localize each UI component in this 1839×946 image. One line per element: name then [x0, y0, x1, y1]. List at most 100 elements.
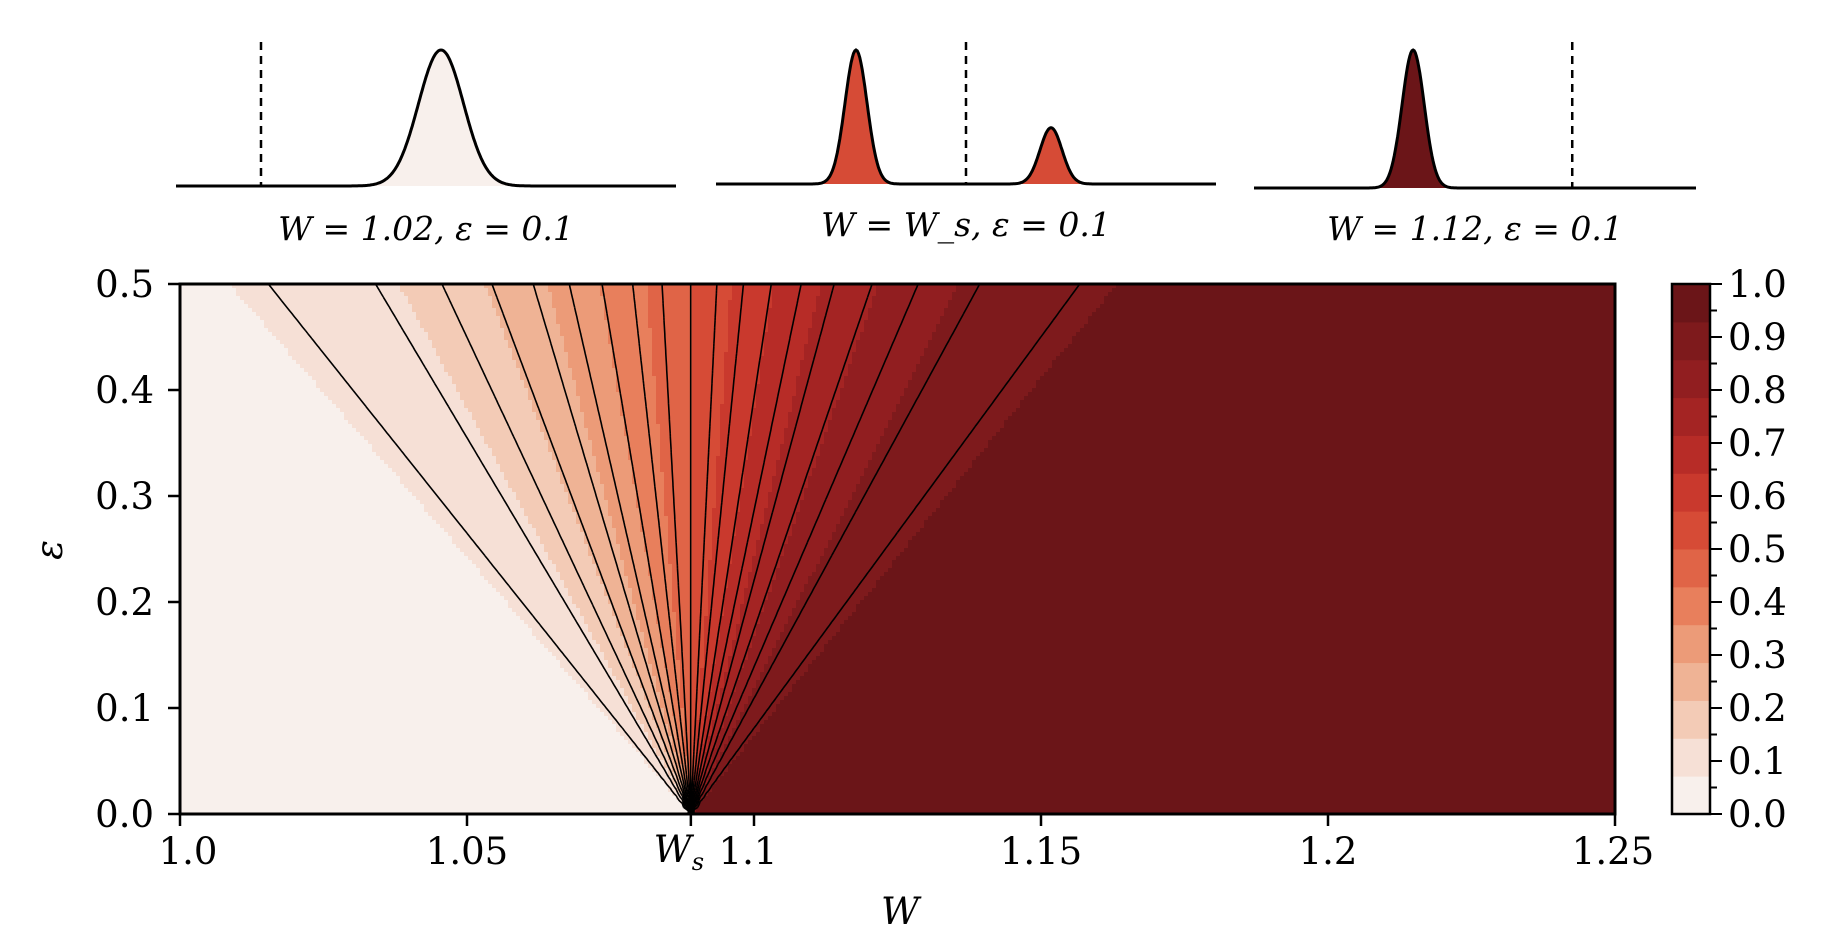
heatmap-cell [512, 292, 517, 297]
heatmap-cell [1592, 288, 1597, 293]
heatmap-cell [416, 292, 421, 297]
heatmap-cell [1188, 300, 1193, 305]
heatmap-cell [1092, 292, 1097, 297]
heatmap-cell [1292, 296, 1297, 301]
heatmap-cell [816, 300, 821, 305]
heatmap-cell [940, 296, 945, 301]
heatmap-cell [1192, 288, 1197, 293]
heatmap-cell [876, 288, 881, 293]
heatmap-cell [964, 288, 969, 293]
heatmap-cell [1460, 288, 1465, 293]
heatmap-cell [1128, 296, 1133, 301]
heatmap-cell [624, 292, 629, 297]
heatmap-cell [720, 296, 725, 301]
heatmap-cell [892, 288, 897, 293]
heatmap-cell [616, 296, 621, 301]
heatmap-cell [288, 288, 293, 293]
heatmap-cell [1172, 288, 1177, 293]
heatmap-cell [288, 292, 293, 297]
heatmap-cell [1404, 292, 1409, 297]
heatmap-cell [1320, 292, 1325, 297]
heatmap-cell [1116, 296, 1121, 301]
heatmap-cell [548, 300, 553, 305]
heatmap-cell [564, 288, 569, 293]
heatmap-cell [1184, 300, 1189, 305]
inset-caption: W = W_s, ε = 0.1 [821, 205, 1111, 245]
heatmap-cell [1140, 300, 1145, 305]
heatmap-cell [452, 292, 457, 297]
heatmap-cell [200, 288, 205, 293]
heatmap-cell [896, 292, 901, 297]
heatmap-cell [724, 300, 729, 305]
heatmap-cell [1340, 288, 1345, 293]
heatmap-cell [1420, 288, 1425, 293]
heatmap-cell [280, 288, 285, 293]
heatmap-cell [508, 292, 513, 297]
heatmap-cell [1096, 296, 1101, 301]
heatmap-cell [664, 288, 669, 293]
heatmap-cell [1392, 288, 1397, 293]
heatmap-cell [484, 300, 489, 305]
heatmap-cell [416, 296, 421, 301]
heatmap-cell [1112, 292, 1117, 297]
heatmap-cell [476, 292, 481, 297]
heatmap-cell [592, 296, 597, 301]
inset-density-curve [1254, 50, 1696, 188]
heatmap-cell [472, 296, 477, 301]
heatmap-cell [1428, 288, 1433, 293]
heatmap-cell [1308, 288, 1313, 293]
heatmap-cell [1124, 292, 1129, 297]
heatmap-cell [808, 288, 813, 293]
heatmap-cell [500, 288, 505, 293]
heatmap-cell [540, 288, 545, 293]
heatmap-cell [220, 288, 225, 293]
heatmap-cell [812, 292, 817, 297]
heatmap-cell [408, 292, 413, 297]
heatmap-cell [1380, 288, 1385, 293]
heatmap-cell [868, 300, 873, 305]
heatmap-cell [468, 288, 473, 293]
heatmap-cell [804, 288, 809, 293]
heatmap-cell [468, 292, 473, 297]
heatmap-cell [736, 288, 741, 293]
heatmap-cell [584, 296, 589, 301]
inset-density-fill [1254, 50, 1696, 188]
heatmap-cell [1108, 292, 1113, 297]
heatmap-cell [204, 296, 209, 301]
heatmap-cell [480, 300, 485, 305]
heatmap-cell [1212, 292, 1217, 297]
heatmap-cell [1312, 300, 1317, 305]
heatmap-cell [548, 292, 553, 297]
heatmap-cell [624, 288, 629, 293]
heatmap-cell [1232, 296, 1237, 301]
heatmap-cell [752, 296, 757, 301]
heatmap-cell [668, 292, 673, 297]
heatmap-cell [1140, 292, 1145, 297]
heatmap-cell [1428, 296, 1433, 301]
heatmap-cell [1372, 288, 1377, 293]
heatmap-cell [1544, 296, 1549, 301]
heatmap-cell [700, 300, 705, 305]
heatmap-cell [212, 288, 217, 293]
heatmap-cell [432, 300, 437, 305]
inset-caption: W = 1.02, ε = 0.1 [278, 209, 574, 248]
heatmap-cell [1076, 296, 1081, 301]
heatmap-cell [488, 292, 493, 297]
heatmap-cell [1588, 296, 1593, 301]
heatmap-cell [392, 300, 397, 305]
heatmap-cell [404, 296, 409, 301]
heatmap-cell [1208, 292, 1213, 297]
heatmap-cell [1124, 296, 1129, 301]
heatmap-cell [1328, 296, 1333, 301]
heatmap-cell [1492, 288, 1497, 293]
heatmap-cell [1128, 292, 1133, 297]
heatmap-cell [308, 300, 313, 305]
heatmap-cell [272, 296, 277, 301]
heatmap-cell [736, 292, 741, 297]
heatmap-cell [1384, 288, 1389, 293]
heatmap-cell [1224, 288, 1229, 293]
heatmap-cell [788, 288, 793, 293]
heatmap-cell [1380, 296, 1385, 301]
heatmap-cell [928, 288, 933, 293]
heatmap-cell [1508, 288, 1513, 293]
